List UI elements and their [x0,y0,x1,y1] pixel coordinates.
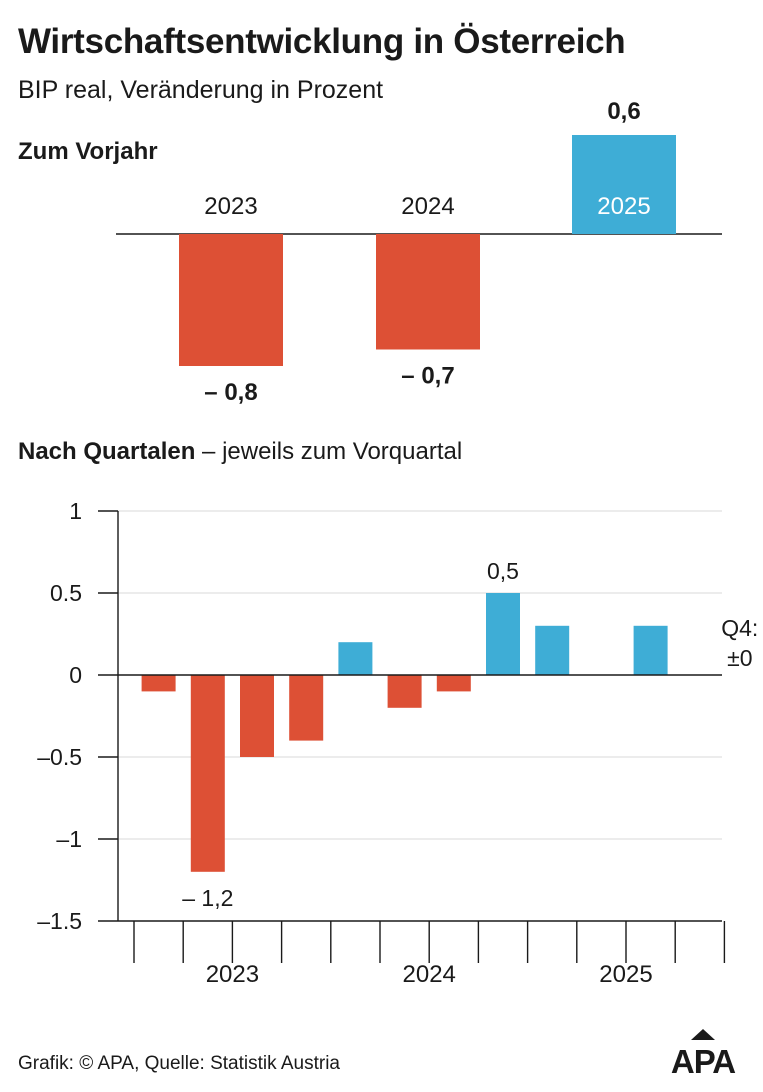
annotation-label: 0,5 [487,558,519,584]
y-tick-label: –0.5 [37,744,82,770]
quarter-bar-2025-Q1 [535,625,570,675]
y-tick-label: –1.5 [37,908,82,934]
y-tick-label: 0.5 [50,580,82,606]
quarter-bar-2024-Q1 [338,642,373,675]
source-credit: Grafik: © APA, Quelle: Statistik Austria [18,1053,340,1074]
annual-category-label: 2023 [204,193,257,220]
page-subtitle: BIP real, Veränderung in Prozent [18,76,384,104]
annual-value-label: 0,6 [607,98,640,125]
annotation-label: – 1,2 [182,885,233,911]
quarter-bar-2025-Q3 [633,625,668,675]
quarter-bar-2023-Q3 [240,675,274,757]
annual-value-label: – 0,7 [401,363,454,390]
y-tick-label: –1 [56,826,82,852]
annual-value-label: – 0,8 [204,379,257,406]
quarter-bar-2024-Q2 [387,675,422,708]
annual-section-title: Zum Vorjahr [18,138,158,165]
annual-chart: 2023 – 0,8 2024 – 0,7 2025 0,6 [116,98,722,406]
annotation-label: ±0 [727,645,752,671]
annual-bar-2023 [179,234,283,366]
apa-logo: APA [661,1029,745,1080]
quarterly-chart: 1 0.5 0 –0.5 –1 –1.5 2023 2024 2025 – 1,2 0,5 Q4: ±0 [37,498,758,988]
x-year-label: 2025 [599,961,652,988]
annual-bar-2024 [376,234,480,350]
annual-category-label: 2025 [597,193,650,220]
quarter-bar-2023-Q2 [190,675,225,872]
annual-category-label: 2024 [401,193,454,220]
quarterly-title-bold: Nach Quartalen [18,438,196,465]
quarter-bar-2023-Q4 [289,675,324,741]
x-year-label: 2023 [206,961,259,988]
quarterly-title-rest: – jeweils zum Vorquartal [195,438,463,465]
quarterly-section-title: Nach Quartalen – jeweils zum Vorquartal [18,438,462,466]
x-year-label: 2024 [403,961,456,988]
y-tick-label: 1 [69,498,82,524]
logo-chevron-icon [691,1029,715,1040]
page-title: Wirtschaftsentwicklung in Österreich [18,22,626,61]
annotation-label: Q4: [721,615,758,641]
quarter-bar-2024-Q3 [436,675,471,692]
quarter-bar-2023-Q1 [141,675,176,692]
annual-bar-2025 [572,135,676,234]
logo-text: APA [670,1043,736,1080]
y-tick-label: 0 [69,662,82,688]
quarter-bar-2024-Q4 [486,593,520,675]
